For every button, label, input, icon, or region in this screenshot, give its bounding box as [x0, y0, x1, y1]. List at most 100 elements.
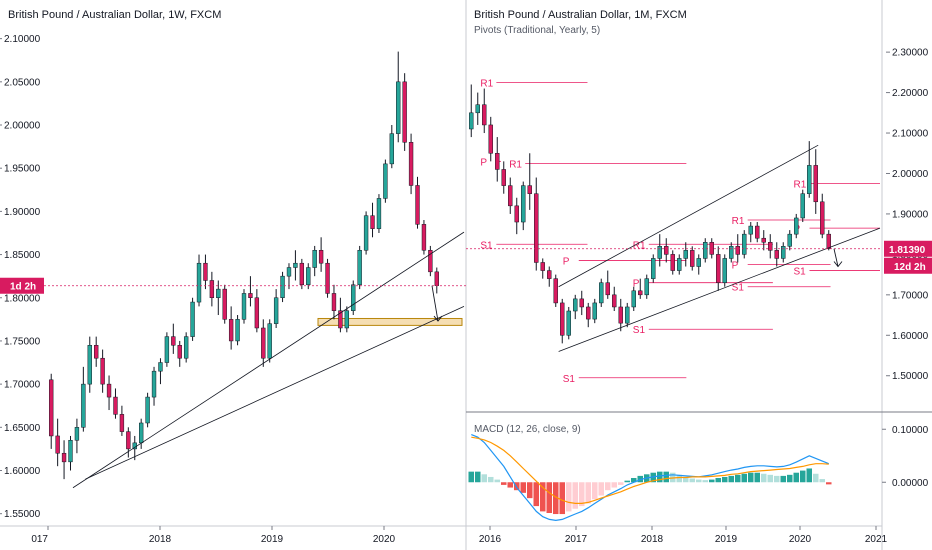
weekly-projection-arrow [431, 285, 439, 322]
pivots-indicator-label: Pivots (Traditional, Yearly, 5) [474, 25, 600, 36]
monthly-chart-title: British Pound / Australian Dollar, 1M, F… [474, 9, 687, 21]
weekly-candle-body [370, 215, 375, 229]
pivot-label: P [732, 260, 739, 271]
pivot-label: R1 [732, 216, 745, 227]
monthly-candle-body [703, 241, 708, 259]
monthly-x-tick-label: 2019 [715, 534, 738, 545]
monthly-x-tick-label: 2021 [865, 534, 888, 545]
monthly-candle-body [670, 254, 675, 271]
weekly-candle-body [158, 362, 163, 372]
macd-signal-line [471, 436, 829, 504]
macd-histogram-bar [487, 476, 494, 483]
macd-histogram-bar [812, 473, 819, 483]
weekly-y-tick-label: 1.85000 [4, 250, 41, 261]
macd-histogram-bar [663, 471, 670, 483]
weekly-y-tick-label: 1.65000 [4, 423, 41, 434]
monthly-y-tick-label: 2.00000 [892, 169, 929, 180]
macd-histogram-bar [682, 476, 689, 483]
weekly-y-tick-label: 1.55000 [4, 509, 41, 520]
macd-histogram-bar [494, 479, 501, 483]
weekly-candle-body [209, 280, 215, 299]
weekly-candle-body [389, 133, 394, 165]
weekly-candle-body [261, 327, 266, 359]
pivot-label: S1 [793, 267, 806, 278]
monthly-candle-body [566, 310, 571, 336]
weekly-candle-body [357, 249, 362, 286]
monthly-candle-body [631, 290, 636, 308]
weekly-y-tick-label: 2.05000 [4, 77, 41, 88]
weekly-candle-body [61, 452, 67, 463]
macd-histogram-bar [578, 482, 585, 507]
weekly-candlestick-chart[interactable]: 2.10000 2.05000 2.00000 1.95000 1.90000 1.850… [0, 34, 466, 545]
weekly-candle-body [280, 275, 285, 299]
macd-histogram-bar [793, 472, 800, 483]
monthly-candle-body [748, 225, 753, 235]
weekly-candle-body [235, 319, 240, 342]
macd-histogram-bar [611, 482, 618, 488]
macd-histogram-bar [552, 482, 559, 515]
left-panel-background [0, 0, 466, 550]
monthly-last-price-badge [884, 240, 932, 257]
weekly-candle-body [151, 370, 157, 398]
macd-histogram-bar [604, 482, 611, 491]
right-panel-background [466, 0, 932, 550]
pivot-label: P [480, 157, 487, 168]
weekly-candle-body [68, 440, 73, 463]
weekly-candle-body [306, 267, 311, 286]
monthly-candle-body [508, 185, 513, 207]
weekly-last-price-label: 1d 2h [10, 282, 36, 293]
weekly-projection-arrowhead [433, 315, 443, 322]
monthly-candle-body [651, 258, 656, 279]
macd-histogram-bar [754, 472, 761, 483]
monthly-y-tick-label: 1.90000 [892, 209, 929, 220]
monthly-y-tick-label: 2.30000 [892, 48, 929, 59]
monthly-candle-body [540, 262, 545, 271]
monthly-candle-body [742, 233, 747, 255]
macd-indicator-label: MACD (12, 26, close, 9) [474, 424, 581, 435]
weekly-candle-body [177, 345, 182, 359]
macd-histogram-bar [767, 474, 774, 483]
monthly-projection-arrowhead [833, 261, 843, 268]
pivot-label: R1 [480, 78, 493, 89]
macd-histogram-bar [559, 482, 566, 515]
monthly-countdown-label: 12d 2h [894, 262, 926, 273]
macd-histogram-bar [741, 473, 748, 483]
monthly-candle-body [794, 217, 799, 235]
macd-histogram-bar [526, 482, 533, 499]
monthly-candle-body [469, 112, 474, 130]
macd-indicator-chart[interactable]: 0.10000 0.00000 [468, 425, 929, 522]
weekly-candle-body [421, 224, 427, 251]
macd-histogram-bar [786, 474, 793, 483]
weekly-candle-body [216, 288, 221, 299]
weekly-candle-body [241, 293, 247, 320]
macd-histogram-bar [689, 478, 696, 483]
macd-histogram-bar [481, 474, 488, 483]
monthly-candle-body [553, 278, 558, 304]
weekly-candle-body [126, 431, 131, 450]
monthly-y-tick-label: 2.10000 [892, 129, 929, 140]
weekly-candle-body [164, 336, 170, 363]
weekly-candle-body [94, 345, 99, 359]
macd-line [471, 434, 830, 522]
weekly-candle-body [383, 163, 388, 199]
monthly-candle-body [761, 237, 766, 243]
monthly-y-tick-label: 1.50000 [892, 371, 929, 382]
macd-histogram-bar [702, 480, 709, 483]
monthly-candlestick-chart[interactable]: R1R1PS1S1R1PPS1R1PS1R1PS12.300002.200002… [466, 48, 932, 545]
macd-y-tick-label: 0.00000 [892, 478, 929, 489]
weekly-last-price-badge [0, 277, 44, 294]
monthly-x-tick-label: 2017 [565, 534, 588, 545]
weekly-candle-body [267, 323, 272, 359]
macd-histogram-bar [780, 475, 787, 483]
support-zone-box [317, 317, 463, 326]
monthly-candle-body [774, 250, 779, 259]
weekly-x-tick-label: 2019 [261, 534, 284, 545]
macd-histogram-bar [507, 482, 514, 488]
monthly-x-tick-label: 2018 [641, 534, 664, 545]
weekly-candle-body [286, 267, 292, 277]
pivot-label: S1 [633, 325, 646, 336]
weekly-candle-body [87, 345, 92, 385]
weekly-candle-body [196, 262, 202, 303]
weekly-candle-body [351, 284, 356, 311]
monthly-candle-body [488, 124, 493, 154]
